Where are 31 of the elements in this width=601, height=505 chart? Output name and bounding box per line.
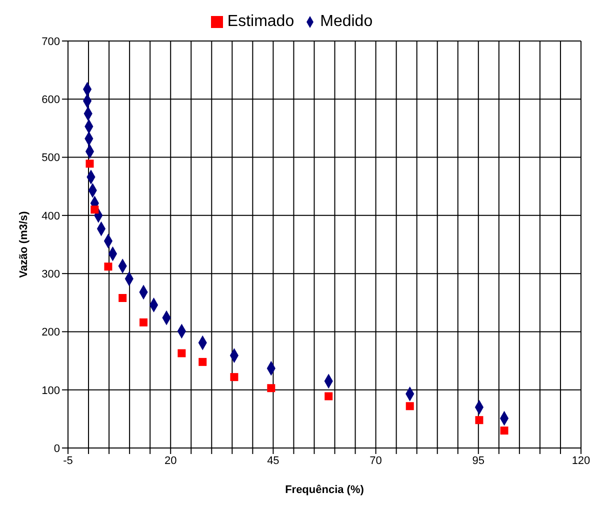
x-tick-label: 20 — [164, 454, 177, 467]
x-tick-label: 120 — [572, 454, 590, 467]
point — [324, 392, 333, 400]
x-tick-label: 95 — [472, 454, 485, 467]
point — [500, 426, 508, 435]
point — [104, 262, 112, 271]
x-axis-title: Frequência (%) — [285, 484, 364, 496]
x-tick-label: 45 — [267, 454, 280, 467]
y-tick-label: 600 — [42, 94, 60, 106]
point — [230, 373, 238, 382]
y-axis-title: Vazão (m3/s) — [18, 210, 30, 278]
y-tick-label: 200 — [42, 326, 60, 339]
legend-label: Estimado — [227, 13, 294, 30]
point — [118, 294, 127, 302]
point — [86, 160, 94, 168]
legend-label: Medido — [320, 13, 373, 30]
y-tick-label: 0 — [54, 442, 60, 455]
y-tick-label: 100 — [42, 384, 60, 397]
y-tick-label: 300 — [42, 268, 60, 280]
point — [406, 402, 414, 410]
point — [475, 416, 484, 424]
y-tick-label: 700 — [42, 36, 60, 48]
point — [90, 206, 99, 214]
y-tick-label: 500 — [42, 152, 60, 164]
point — [140, 318, 148, 326]
point — [198, 358, 207, 366]
x-tick-label: 70 — [370, 454, 382, 467]
x-tick-label: -5 — [63, 454, 73, 467]
point — [178, 349, 186, 358]
point — [267, 384, 276, 392]
y-tick-label: 400 — [42, 210, 60, 222]
